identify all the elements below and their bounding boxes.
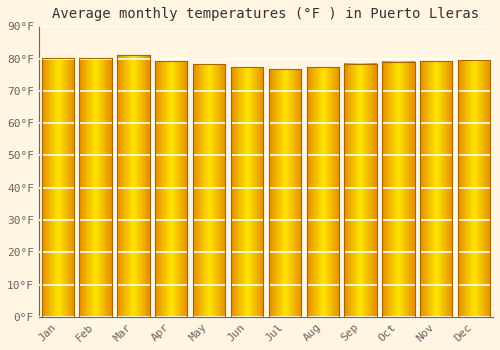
Title: Average monthly temperatures (°F ) in Puerto Lleras: Average monthly temperatures (°F ) in Pu…	[52, 7, 480, 21]
